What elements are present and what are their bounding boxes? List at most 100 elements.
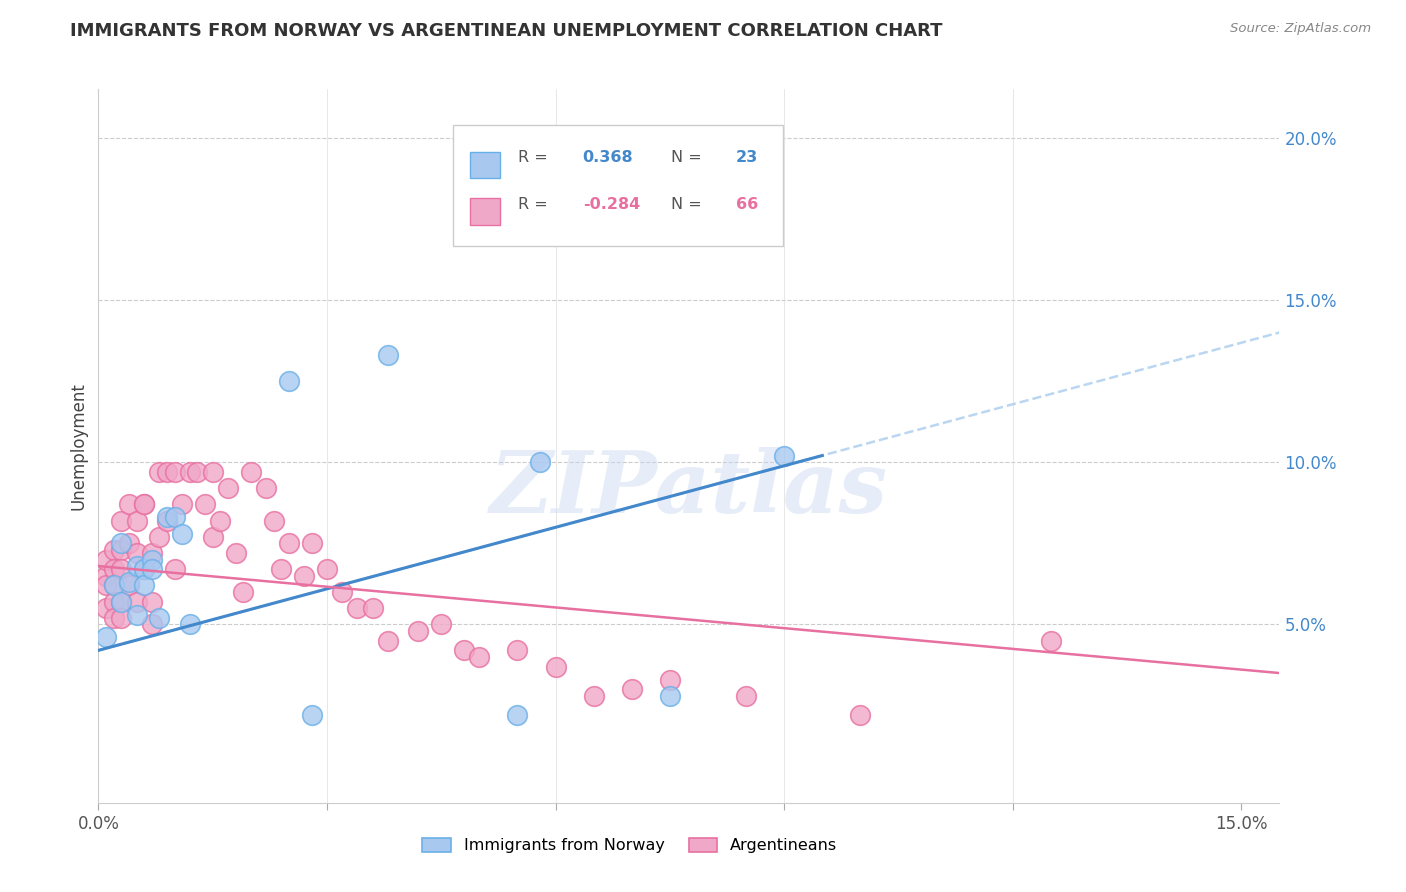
Text: N =: N = <box>671 151 702 165</box>
Point <box>773 449 796 463</box>
Point <box>186 465 208 479</box>
Point <box>194 497 217 511</box>
Point <box>94 601 117 615</box>
Point <box>172 526 194 541</box>
Point <box>408 624 430 638</box>
FancyBboxPatch shape <box>471 198 501 225</box>
Point <box>110 536 132 550</box>
Point <box>94 578 117 592</box>
Point <box>254 481 277 495</box>
Point <box>163 465 186 479</box>
Point <box>301 536 323 550</box>
Point <box>529 455 551 469</box>
FancyBboxPatch shape <box>471 152 501 178</box>
Point <box>263 514 285 528</box>
Point <box>277 536 299 550</box>
Point <box>110 542 132 557</box>
Point <box>179 617 201 632</box>
Point <box>506 708 529 723</box>
Point <box>301 708 323 723</box>
Point <box>110 611 132 625</box>
Point <box>201 465 224 479</box>
Point <box>103 595 125 609</box>
Text: ZIPatlas: ZIPatlas <box>489 447 889 531</box>
Point <box>118 575 141 590</box>
Text: 0.368: 0.368 <box>582 151 633 165</box>
Point <box>134 497 156 511</box>
Point <box>506 643 529 657</box>
Point <box>163 562 186 576</box>
Point <box>270 562 292 576</box>
Y-axis label: Unemployment: Unemployment <box>69 382 87 510</box>
Point <box>544 659 567 673</box>
Point <box>468 649 491 664</box>
Point <box>292 568 315 582</box>
Point <box>103 562 125 576</box>
Point <box>361 601 384 615</box>
Point <box>209 514 232 528</box>
Point <box>1039 633 1062 648</box>
Point <box>110 514 132 528</box>
Point <box>118 497 141 511</box>
Point <box>125 607 148 622</box>
Point <box>346 601 368 615</box>
Point <box>103 578 125 592</box>
Point <box>582 689 605 703</box>
Point <box>849 708 872 723</box>
Point <box>141 595 163 609</box>
Point <box>620 682 643 697</box>
Point <box>141 546 163 560</box>
Text: -0.284: -0.284 <box>582 197 640 211</box>
Point <box>658 689 681 703</box>
Text: Source: ZipAtlas.com: Source: ZipAtlas.com <box>1230 22 1371 36</box>
Text: N =: N = <box>671 197 702 211</box>
Point <box>94 568 117 582</box>
Point <box>148 530 170 544</box>
Point <box>232 585 254 599</box>
Point <box>103 611 125 625</box>
Point <box>225 546 247 560</box>
Point <box>172 497 194 511</box>
Point <box>134 562 156 576</box>
Point <box>163 510 186 524</box>
Point <box>156 514 179 528</box>
Point <box>217 481 239 495</box>
Point <box>377 633 399 648</box>
Point <box>110 595 132 609</box>
Point <box>179 465 201 479</box>
Point <box>148 465 170 479</box>
Point <box>125 559 148 574</box>
Point <box>110 595 132 609</box>
Point <box>141 552 163 566</box>
Point <box>330 585 353 599</box>
Point <box>103 542 125 557</box>
FancyBboxPatch shape <box>453 125 783 246</box>
Point <box>103 578 125 592</box>
Point <box>134 497 156 511</box>
Point <box>125 514 148 528</box>
Point <box>141 617 163 632</box>
Point <box>110 562 132 576</box>
Point <box>94 552 117 566</box>
Point <box>134 562 156 576</box>
Point <box>118 536 141 550</box>
Point <box>277 374 299 388</box>
Point <box>430 617 453 632</box>
Text: 66: 66 <box>737 197 758 211</box>
Point <box>201 530 224 544</box>
Point <box>453 643 475 657</box>
Point <box>134 578 156 592</box>
Point <box>316 562 339 576</box>
Point <box>735 689 758 703</box>
Point <box>658 673 681 687</box>
Point <box>118 578 141 592</box>
Point <box>148 611 170 625</box>
Point <box>239 465 262 479</box>
Text: R =: R = <box>517 197 547 211</box>
Point <box>156 510 179 524</box>
Point <box>141 562 163 576</box>
Legend: Immigrants from Norway, Argentineans: Immigrants from Norway, Argentineans <box>409 825 851 866</box>
Point <box>125 546 148 560</box>
Point <box>156 465 179 479</box>
Text: 23: 23 <box>737 151 758 165</box>
